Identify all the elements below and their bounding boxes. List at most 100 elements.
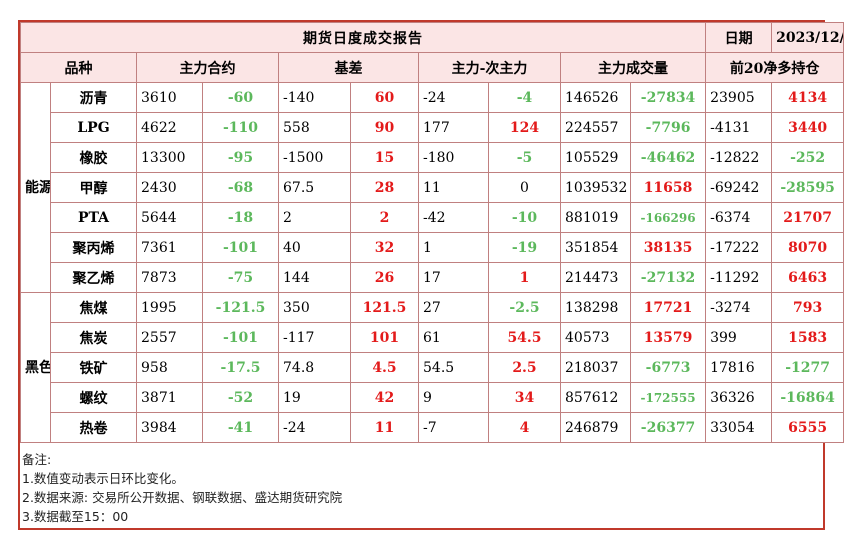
notes-section: 备注: 1.数值变动表示日环比变化。 2.数据来源: 交易所公开数据、钢联数据、… [22,450,817,526]
net-long-change: 21707 [771,202,844,233]
spread-change: 4 [488,412,561,443]
variety-name: PTA [50,202,137,233]
main-price: 2557 [136,322,203,353]
main-price-change: -101 [202,322,279,353]
variety-name: 螺纹 [50,382,137,413]
basis-change: 2 [350,202,419,233]
spread-change: -2.5 [488,292,561,323]
volume-value: 138298 [560,292,631,323]
net-long-value: 33054 [705,412,773,443]
spread-value: -180 [418,142,489,173]
spread-change: 2.5 [488,352,561,383]
spread-value: 54.5 [418,352,489,383]
main-price: 7873 [136,262,203,293]
main-price-change: -18 [202,202,279,233]
volume-value: 40573 [560,322,631,353]
title-row: 期货日度成交报告 日期 2023/12/4 [19,22,844,53]
basis-value: 74.8 [278,352,351,383]
net-long-change: -252 [771,142,844,173]
main-price: 4622 [136,112,203,143]
spread-value: 61 [418,322,489,353]
volume-change: 13579 [629,322,707,353]
sector-label: 能源化工 [20,82,51,293]
main-price-change: -41 [202,412,279,443]
basis-change: 121.5 [350,292,419,323]
net-long-value: 36326 [705,382,773,413]
spread-change: 1 [488,262,561,293]
table-row: 铁矿 958 -17.5 74.8 4.5 54.5 2.5 218037 -6773 17816… [21,352,844,383]
spread-value: -7 [418,412,489,443]
volume-change: -46462 [629,142,707,173]
col-header-volume: 主力成交量 [559,52,707,83]
col-header-basis: 基差 [278,52,419,83]
basis-change: 26 [350,262,419,293]
net-long-value: -6374 [705,202,773,233]
volume-change: -7796 [629,112,707,143]
variety-name: 甲醇 [50,172,137,203]
net-long-value: 17816 [705,352,773,383]
table-row: PTA 5644 -18 2 2 -42 -10 881019 -166296 -6374 2170… [21,202,844,233]
basis-value: 350 [278,292,351,323]
col-header-spread: 主力-次主力 [418,52,561,83]
net-long-value: -12822 [705,142,773,173]
spread-value: 1 [418,232,489,263]
volume-change: -172555 [629,382,707,413]
basis-change: 15 [350,142,419,173]
volume-value: 881019 [560,202,631,233]
volume-value: 214473 [560,262,631,293]
volume-change: 11658 [629,172,707,203]
main-price-change: -17.5 [202,352,279,383]
basis-value: 67.5 [278,172,351,203]
basis-change: 42 [350,382,419,413]
basis-value: 2 [278,202,351,233]
volume-value: 351854 [560,232,631,263]
net-long-change: 1583 [771,322,844,353]
variety-name: 橡胶 [50,142,137,173]
variety-name: LPG [50,112,137,143]
table-row: LPG 4622 -110 558 90 177 124 224557 -7796 -4131 34… [21,112,844,143]
main-price-change: -101 [202,232,279,263]
net-long-value: -17222 [705,232,773,263]
volume-change: 38135 [629,232,707,263]
col-header-variety: 品种 [20,52,137,83]
spread-value: 17 [418,262,489,293]
net-long-change: 4134 [771,82,844,113]
main-price: 958 [136,352,203,383]
table-row: 甲醇 2430 -68 67.5 28 11 0 1039532 11658 -69242 -285… [21,172,844,203]
net-long-value: -4131 [705,112,773,143]
table-row: 橡胶 13300 -95 -1500 15 -180 -5 105529 -46462 -1282… [21,142,844,173]
report-title: 期货日度成交报告 [19,22,707,53]
table-row: 热卷 3984 -41 -24 11 -7 4 246879 -26377 33054 6555 [21,412,844,443]
basis-value: -140 [278,82,351,113]
variety-name: 热卷 [50,412,137,443]
basis-value: 40 [278,232,351,263]
main-price-change: -68 [202,172,279,203]
basis-change: 32 [350,232,419,263]
main-price-change: -75 [202,262,279,293]
spread-value: 177 [418,112,489,143]
variety-name: 聚丙烯 [50,232,137,263]
basis-value: 558 [278,112,351,143]
col-header-top20-net-long: 前20净多持仓 [705,52,844,83]
net-long-change: -1277 [771,352,844,383]
volume-change: -27834 [629,82,707,113]
net-long-value: -3274 [705,292,773,323]
main-price: 3610 [136,82,203,113]
main-price: 1995 [136,292,203,323]
basis-value: 144 [278,262,351,293]
spread-value: 9 [418,382,489,413]
volume-change: -26377 [629,412,707,443]
net-long-change: 8070 [771,232,844,263]
basis-change: 4.5 [350,352,419,383]
main-price-change: -60 [202,82,279,113]
basis-value: -24 [278,412,351,443]
net-long-change: 793 [771,292,844,323]
volume-value: 224557 [560,112,631,143]
volume-value: 246879 [560,412,631,443]
volume-value: 105529 [560,142,631,173]
sector-label: 黑色金属 [20,292,51,443]
basis-change: 11 [350,412,419,443]
main-price-change: -52 [202,382,279,413]
table-row: 焦炭 2557 -101 -117 101 61 54.5 40573 13579 399 1583 [21,322,844,353]
variety-name: 铁矿 [50,352,137,383]
